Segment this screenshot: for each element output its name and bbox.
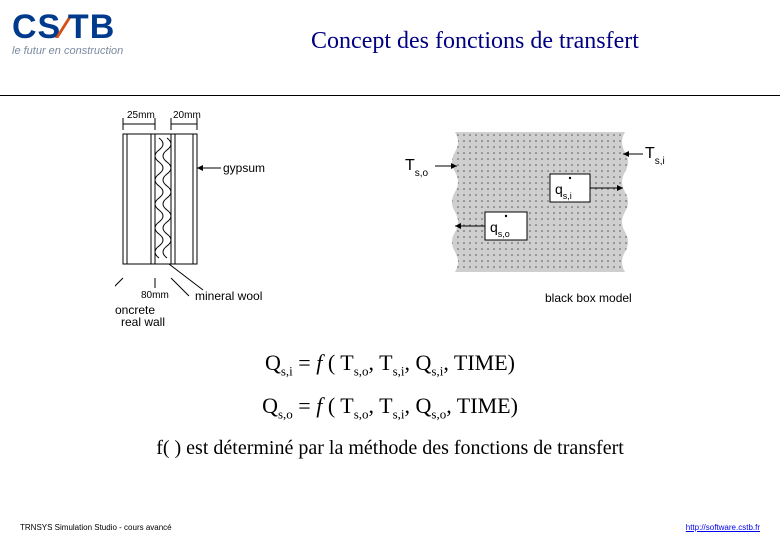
black-box-caption: black box model <box>545 291 632 305</box>
page-title: Concept des fonctions de transfert <box>182 28 768 55</box>
dim-20mm: 20mm <box>173 110 201 121</box>
diagrams: 25mm 20mm gypsum 80mm concrete mineral w… <box>0 108 780 338</box>
dim-80mm: 80mm <box>141 290 169 301</box>
description: f( ) est déterminé par la méthode des fo… <box>0 437 780 460</box>
logo-block: CS⁄TB le futur en construction <box>12 8 182 57</box>
equation-qso: Qs,o = f ( Ts,o, Ts,i, Qs,o, TIME) <box>0 393 780 422</box>
real-wall-diagram: 25mm 20mm gypsum 80mm concrete mineral w… <box>115 108 315 328</box>
label-tsi: Ts,i <box>645 145 665 167</box>
real-wall-caption: real wall <box>121 315 165 328</box>
equations: Qs,i = f ( Ts,o, Ts,i, Qs,i, TIME) Qs,o … <box>0 350 780 460</box>
header: CS⁄TB le futur en construction Concept d… <box>0 0 780 57</box>
footer: TRNSYS Simulation Studio - cours avancé … <box>0 523 780 532</box>
label-mineral: mineral wool <box>195 289 262 303</box>
equation-qsi: Qs,i = f ( Ts,o, Ts,i, Qs,i, TIME) <box>0 350 780 379</box>
divider <box>0 95 780 96</box>
label-tso: Ts,o <box>405 157 429 179</box>
footer-link[interactable]: http://software.cstb.fr <box>686 523 760 532</box>
label-gypsum: gypsum <box>223 161 265 175</box>
dim-25mm: 25mm <box>127 110 155 121</box>
black-box-diagram: Ts,o Ts,i qs,i qs,o black box model <box>395 126 680 326</box>
logo-text: CS⁄TB <box>12 8 182 47</box>
footer-left: TRNSYS Simulation Studio - cours avancé <box>20 523 172 532</box>
